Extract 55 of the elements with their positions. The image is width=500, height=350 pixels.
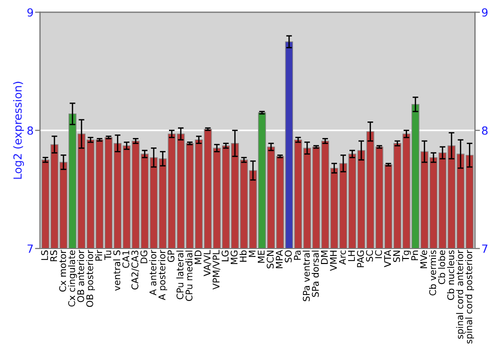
x-tick-label: CPu lateral bbox=[176, 250, 184, 300]
x-tick-label: CPu medial bbox=[185, 250, 192, 301]
x-tick-label: DM bbox=[321, 250, 328, 264]
x-tick-label: Cb lobe bbox=[438, 250, 446, 284]
x-tick-label: spinal cord posterior bbox=[465, 250, 474, 344]
x-tick-label: DG bbox=[140, 250, 148, 264]
y-tick-label: 9 bbox=[27, 8, 33, 17]
x-tick-label: VTA bbox=[384, 250, 391, 268]
x-tick-label: Arc bbox=[339, 250, 346, 265]
y-tick-label: 7 bbox=[28, 244, 33, 253]
x-tick-label: Tu bbox=[104, 250, 112, 260]
x-tick-label: MD bbox=[194, 250, 202, 264]
x-tick-label: Pir bbox=[95, 250, 102, 261]
x-tick-label: LG bbox=[222, 250, 229, 262]
x-tick-label: LH bbox=[348, 250, 355, 261]
x-tick-label: VA/VL bbox=[204, 250, 212, 276]
x-tick-label: SN bbox=[393, 250, 400, 262]
x-tick-label: Cx cingulate bbox=[68, 250, 77, 307]
x-tick-label: ME bbox=[258, 250, 265, 263]
x-tick-label: GP bbox=[167, 250, 174, 262]
x-tick-label: Cx motor bbox=[59, 250, 66, 292]
x-tick-label: Cb vermis bbox=[429, 250, 436, 296]
x-tick-label: Hb bbox=[240, 250, 247, 262]
x-tick-label: ventral S bbox=[113, 250, 120, 291]
x-tick-label: SPa dorsal bbox=[312, 250, 319, 297]
y2-tick-label: 9 bbox=[482, 8, 488, 17]
x-tick-label: MG bbox=[230, 250, 238, 264]
x-tick-label: SPa ventral bbox=[302, 250, 310, 302]
x-tick-label: CA1 bbox=[122, 250, 130, 268]
x-tick-label: RS bbox=[50, 250, 58, 262]
y2-tick-label: 7 bbox=[482, 244, 488, 253]
x-tick-label: Pa bbox=[294, 250, 301, 260]
x-tick-label: Tg bbox=[402, 250, 411, 262]
x-tick-label: Pn bbox=[411, 250, 418, 260]
x-tick-label: CA2/CA3 bbox=[131, 250, 140, 290]
x-tick-label: VPM/VPL bbox=[212, 250, 220, 290]
x-tick-label: spinal cord anterior bbox=[456, 250, 465, 339]
x-tick-label: SCN bbox=[266, 250, 274, 268]
x-tick-label: SC bbox=[366, 250, 373, 262]
x-tick-label: MPA bbox=[276, 250, 283, 268]
x-tick-label: MVe bbox=[420, 250, 428, 268]
x-tick-label: A anterior bbox=[149, 250, 156, 296]
x-tick-label: VMH bbox=[330, 250, 337, 271]
x-tick-label: SO bbox=[284, 250, 292, 262]
x-tick-label: IC bbox=[375, 250, 382, 258]
y-axis-title: Log2 (expression) bbox=[13, 82, 24, 179]
x-tick-label: Cb nucleus bbox=[447, 250, 454, 300]
y-tick-label: 8 bbox=[27, 126, 33, 135]
x-tick-label: LS bbox=[41, 250, 48, 260]
y2-tick-label: 8 bbox=[482, 126, 488, 135]
x-tick-label: A posterior bbox=[158, 250, 168, 300]
x-tick-label: OB posterior bbox=[86, 250, 95, 307]
x-tick-label: M bbox=[248, 250, 256, 257]
x-tick-label: OB anterior bbox=[77, 250, 84, 302]
x-tick-label: PAG bbox=[357, 250, 364, 268]
